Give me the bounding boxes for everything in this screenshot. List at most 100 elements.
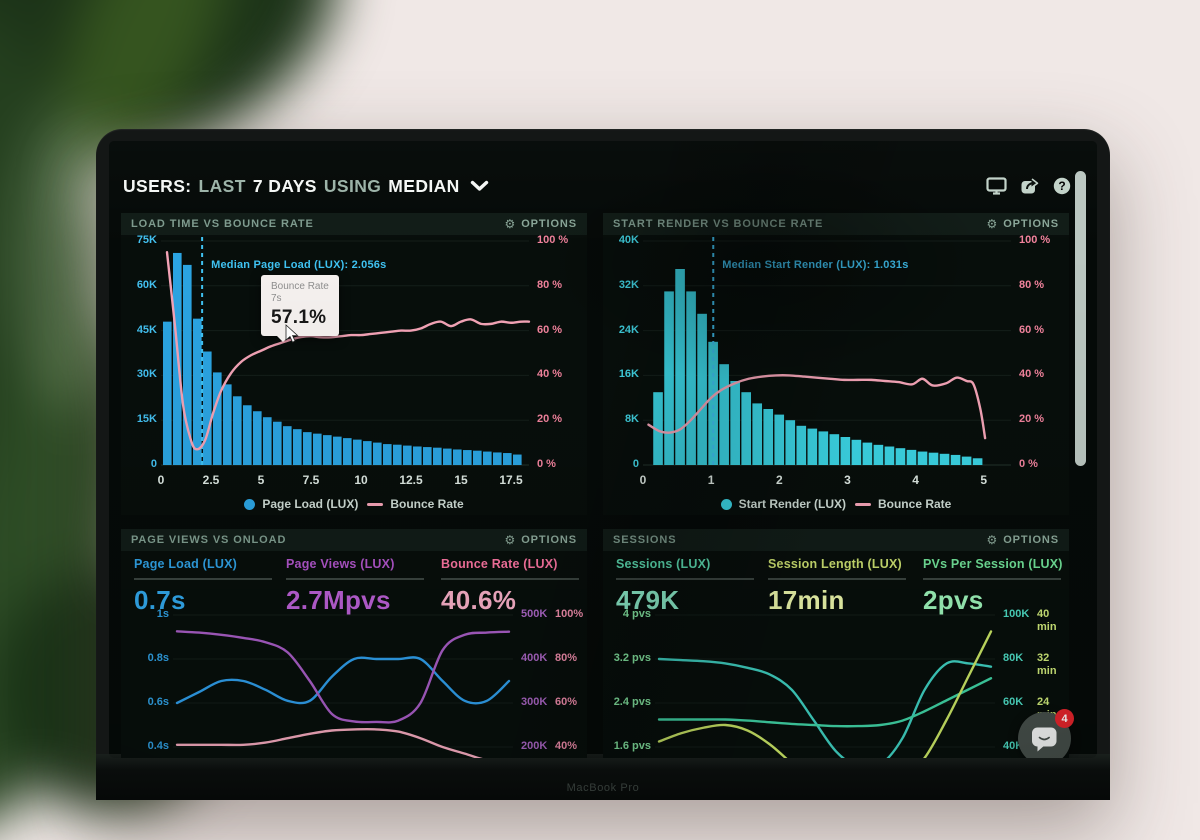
- histogram-bar: [203, 351, 212, 465]
- legend-item[interactable]: Bounce Rate: [367, 497, 464, 511]
- options-label: OPTIONS: [1003, 534, 1059, 546]
- axis-label: 0.6s: [147, 696, 169, 708]
- legend-dot-marker: [244, 498, 256, 510]
- axis-label: 300K: [521, 696, 548, 708]
- axis-label: 400K: [521, 652, 548, 664]
- legend-item[interactable]: Start Render (LUX): [720, 497, 846, 511]
- metric-block: Bounce Rate (LUX) 40.6%: [441, 557, 589, 616]
- axis-label: 8K: [624, 413, 639, 426]
- histogram-bar: [273, 421, 282, 465]
- options-button[interactable]: ⚙ OPTIONS: [505, 534, 577, 546]
- share-icon[interactable]: [1020, 177, 1040, 195]
- chat-widget-button[interactable]: 4: [1018, 709, 1074, 758]
- load-time-histogram-chart: 75K 60K 45K 30K 15K 0 100 % 80 % 60 % 40 % 20 % 0 %…: [121, 234, 587, 515]
- axis-label: 100 %: [537, 234, 569, 246]
- histogram-bar: [873, 444, 884, 465]
- metric-divider: [134, 578, 272, 580]
- axis-label: 0: [150, 458, 157, 470]
- histogram-bar: [917, 451, 928, 465]
- histogram-bar: [950, 454, 961, 465]
- options-button[interactable]: ⚙ OPTIONS: [987, 218, 1059, 230]
- histogram-bar: [840, 437, 851, 465]
- legend-label: Bounce Rate: [877, 497, 952, 511]
- panel-grid: LOAD TIME VS BOUNCE RATE ⚙ OPTIONS 75K 60…: [121, 213, 1069, 758]
- axis-label: 60K: [1003, 696, 1024, 708]
- header-toolbar: ?: [986, 177, 1071, 195]
- histogram-bar: [263, 417, 272, 465]
- display-icon[interactable]: [986, 177, 1007, 195]
- options-label: OPTIONS: [1003, 218, 1059, 230]
- axis-label: 32K: [618, 278, 639, 291]
- axis-label: 4 pvs: [622, 608, 651, 620]
- histogram-bar: [818, 431, 829, 465]
- axis-label: 0: [632, 458, 639, 470]
- histogram-bar: [453, 449, 462, 465]
- legend-item[interactable]: Bounce Rate: [854, 497, 952, 511]
- histogram-bar: [513, 454, 522, 465]
- tooltip-tail: [277, 336, 289, 348]
- axis-label: 24K: [618, 323, 639, 336]
- histogram-bar: [343, 438, 352, 465]
- help-icon[interactable]: ?: [1053, 177, 1071, 195]
- histogram-bar: [686, 291, 696, 465]
- svg-text:?: ?: [1058, 179, 1065, 193]
- gear-icon: ⚙: [986, 533, 999, 547]
- histogram-bar: [719, 364, 729, 465]
- mouse-cursor: [285, 324, 299, 343]
- options-button[interactable]: ⚙ OPTIONS: [505, 218, 577, 230]
- x-axis-tick: 7.5: [302, 473, 320, 487]
- axis-label: 32 min: [1037, 652, 1057, 677]
- axis-label: 80 %: [1019, 278, 1045, 291]
- axis-label: 60 %: [537, 323, 563, 336]
- metric-value: 17min: [768, 585, 845, 615]
- histogram-bar: [423, 447, 432, 465]
- metric-value: 2.7Mpvs: [286, 585, 391, 615]
- histogram-bar: [708, 341, 718, 465]
- axis-label: 0 %: [1019, 458, 1038, 470]
- metric-divider: [923, 578, 1061, 580]
- panel-title: LOAD TIME VS BOUNCE RATE: [131, 218, 314, 230]
- tooltip-bucket: 7s: [271, 293, 282, 304]
- histogram-bar: [862, 442, 873, 465]
- median-annotation: Median Start Render (LUX): 1.031s: [722, 259, 909, 271]
- scrollbar-thumb[interactable]: [1075, 171, 1086, 466]
- metric-label: Sessions (LUX): [616, 557, 711, 571]
- histogram-bar: [403, 445, 412, 465]
- histogram-bar: [183, 264, 192, 465]
- dashboard-header: USERS: LAST 7 DAYS USING MEDIAN ?: [123, 171, 1071, 201]
- axis-label: 2.4 pvs: [613, 696, 651, 708]
- series-page-load: [175, 656, 511, 705]
- x-axis-tick: 5: [980, 473, 988, 487]
- histogram-bar: [752, 403, 763, 465]
- options-button[interactable]: ⚙ OPTIONS: [987, 534, 1059, 546]
- metric-block: Sessions (LUX) 479K: [616, 557, 764, 616]
- plot-area: [161, 237, 531, 466]
- axis-label: 40 %: [537, 368, 563, 381]
- metric-value: 479K: [616, 585, 680, 615]
- axis-label: 100K: [1003, 608, 1030, 620]
- tooltip-value: 57.1%: [271, 307, 327, 328]
- title-segment: USING: [323, 175, 382, 196]
- axis-label: 16K: [618, 368, 639, 381]
- histogram-bar: [293, 429, 302, 465]
- axis-label: 100 %: [1019, 234, 1051, 246]
- x-axis-tick: 0: [157, 473, 165, 487]
- series-sessions: [657, 657, 993, 758]
- laptop-bezel-chin: MacBook Pro: [96, 754, 1110, 800]
- series-pvs-per-session: [657, 677, 993, 728]
- x-axis-tick: 12.5: [399, 473, 423, 487]
- dashboard-screen: USERS: LAST 7 DAYS USING MEDIAN ?: [109, 141, 1097, 758]
- histogram-bar: [741, 392, 751, 465]
- x-axis-tick: 0: [639, 473, 647, 487]
- chart-legend: Page Load (LUX) Bounce Rate: [121, 497, 587, 511]
- series-page-views: [175, 630, 511, 724]
- axis-label: 60K: [136, 278, 157, 291]
- chat-unread-badge: 4: [1055, 709, 1074, 728]
- metric-value: 40.6%: [441, 585, 517, 615]
- legend-item[interactable]: Page Load (LUX): [244, 497, 358, 511]
- legend-label: Bounce Rate: [390, 497, 464, 511]
- users-range-dropdown[interactable]: USERS: LAST 7 DAYS USING MEDIAN: [123, 176, 489, 197]
- gear-icon: ⚙: [504, 217, 517, 231]
- histogram-bar: [939, 453, 950, 465]
- axis-label: 1.6 pvs: [613, 740, 651, 752]
